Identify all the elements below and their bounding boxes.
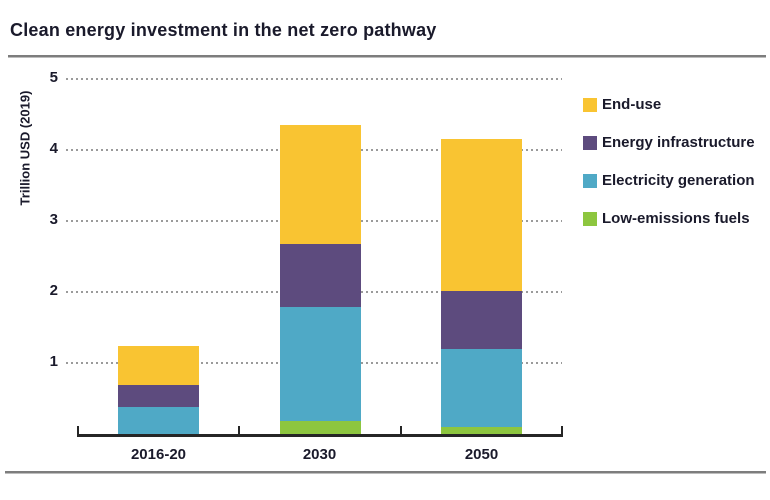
legend-swatch-icon (583, 135, 597, 150)
bar-2030-end-use (280, 125, 361, 244)
x-axis-line (77, 434, 563, 437)
x-tick-label-2050: 2050 (464, 446, 499, 463)
bar-2030-electricity-generation (280, 307, 361, 421)
legend-item-low-emissions-fuels: Low-emissions fuels (583, 210, 750, 227)
chart-title: Clean energy investment in the net zero … (10, 20, 437, 40)
title-divider (8, 55, 766, 57)
y-tick-label-2: 2 (49, 282, 58, 299)
legend-swatch-icon (583, 211, 597, 226)
legend-label: Low-emissions fuels (602, 210, 750, 227)
x-axis-tick-0 (77, 426, 79, 435)
bar-2016-20-energy-infrastructure (118, 385, 199, 407)
x-axis-tick-3 (561, 426, 563, 435)
legend-item-end-use: End-use (583, 96, 661, 113)
legend-label: Electricity generation (602, 172, 755, 189)
bottom-divider (5, 471, 766, 473)
x-axis-tick-2 (400, 426, 402, 435)
y-tick-label-5: 5 (49, 69, 58, 86)
bar-2050-end-use (441, 139, 522, 291)
legend-swatch-icon (583, 97, 597, 112)
legend-item-electricity-generation: Electricity generation (583, 172, 755, 189)
bar-2050-electricity-generation (441, 349, 522, 427)
legend-swatch-icon (583, 173, 597, 188)
legend-item-energy-infrastructure: Energy infrastructure (583, 134, 755, 151)
y-tick-label-4: 4 (49, 140, 58, 157)
gridline-5 (66, 78, 562, 80)
legend-label: Energy infrastructure (602, 134, 755, 151)
bar-2016-20-end-use (118, 346, 199, 385)
y-tick-label-3: 3 (49, 211, 58, 228)
bar-2030-low-emissions-fuels (280, 421, 361, 434)
x-axis-tick-1 (238, 426, 240, 435)
bar-2050-energy-infrastructure (441, 291, 522, 349)
bar-2016-20-electricity-generation (118, 407, 199, 434)
x-tick-label-2030: 2030 (302, 446, 337, 463)
legend-label: End-use (602, 96, 662, 113)
bar-2030-energy-infrastructure (280, 244, 361, 307)
y-tick-label-1: 1 (49, 353, 58, 370)
bar-2050-low-emissions-fuels (441, 427, 522, 434)
x-tick-label-2016-20: 2016-20 (130, 446, 187, 463)
